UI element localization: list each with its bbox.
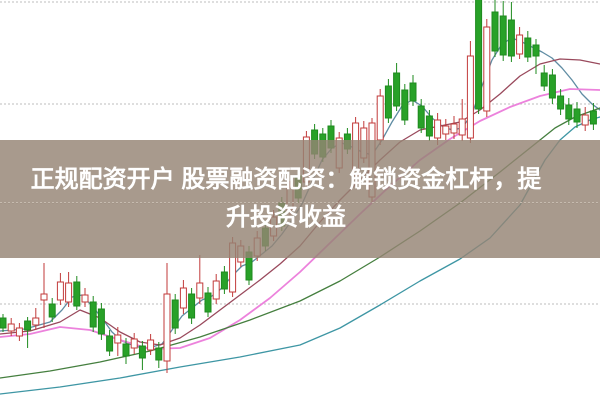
candle-down xyxy=(48,303,56,318)
banner-gridline xyxy=(0,202,600,203)
candle-down xyxy=(122,343,130,357)
candle-up xyxy=(130,338,138,349)
candle-down xyxy=(524,37,532,58)
candle-down xyxy=(188,293,196,319)
candle-down xyxy=(204,292,212,313)
candle-down xyxy=(401,89,409,121)
candle-up xyxy=(7,323,15,332)
candle-down xyxy=(171,299,179,329)
banner-title-line1: 正规配资开户 股票融资配资：解锁资金杠杆，提 xyxy=(30,166,542,193)
candle-down xyxy=(138,345,146,359)
candle-up xyxy=(458,118,466,136)
banner-title-line2: 升投资收益 xyxy=(226,204,346,231)
candle-down xyxy=(557,95,565,110)
candle-up xyxy=(466,55,474,139)
candle-down xyxy=(540,72,548,87)
candle-down xyxy=(73,281,81,307)
candle-down xyxy=(409,82,417,102)
candle-down xyxy=(220,271,228,290)
candle-down xyxy=(0,317,7,329)
candle-up xyxy=(56,281,64,301)
candle-up xyxy=(212,280,220,300)
candle-down xyxy=(384,85,392,119)
candle-up xyxy=(114,334,122,344)
candle-up xyxy=(81,294,89,303)
candle-down xyxy=(589,110,597,125)
candle-down xyxy=(24,320,32,331)
candle-up xyxy=(147,339,155,351)
candle-down xyxy=(155,347,163,361)
candle-up xyxy=(65,282,73,303)
candle-up xyxy=(196,282,204,299)
promo-banner: 正规配资开户 股票融资配资：解锁资金杠杆，提 升投资收益 xyxy=(0,140,600,258)
candle-up xyxy=(581,114,589,126)
candle-up xyxy=(442,125,450,135)
candle-up xyxy=(483,26,491,112)
candle-up xyxy=(179,287,187,309)
candle-down xyxy=(97,308,105,335)
candle-down xyxy=(425,115,433,137)
ma-line-slowest xyxy=(0,116,600,395)
banner-title: 正规配资开户 股票融资配资：解锁资金杠杆，提 升投资收益 xyxy=(0,161,600,237)
candle-down xyxy=(548,74,556,99)
candle-down xyxy=(491,11,499,52)
candle-down xyxy=(393,72,401,107)
candle-down xyxy=(499,15,507,56)
candle-up xyxy=(376,95,384,141)
candle-down xyxy=(89,301,97,328)
candle-down xyxy=(507,19,515,57)
candle-down xyxy=(573,108,581,123)
candle-up xyxy=(15,327,23,337)
candle-up xyxy=(434,119,442,139)
candle-down xyxy=(532,44,540,57)
candle-up xyxy=(32,317,40,326)
candle-down xyxy=(106,335,114,352)
candle-down xyxy=(475,0,483,110)
candle-up xyxy=(516,34,524,55)
candle-down xyxy=(565,104,573,120)
candle-up xyxy=(163,293,171,362)
candle-down xyxy=(417,105,425,129)
candle-up xyxy=(450,123,458,134)
candle-up xyxy=(40,293,48,301)
